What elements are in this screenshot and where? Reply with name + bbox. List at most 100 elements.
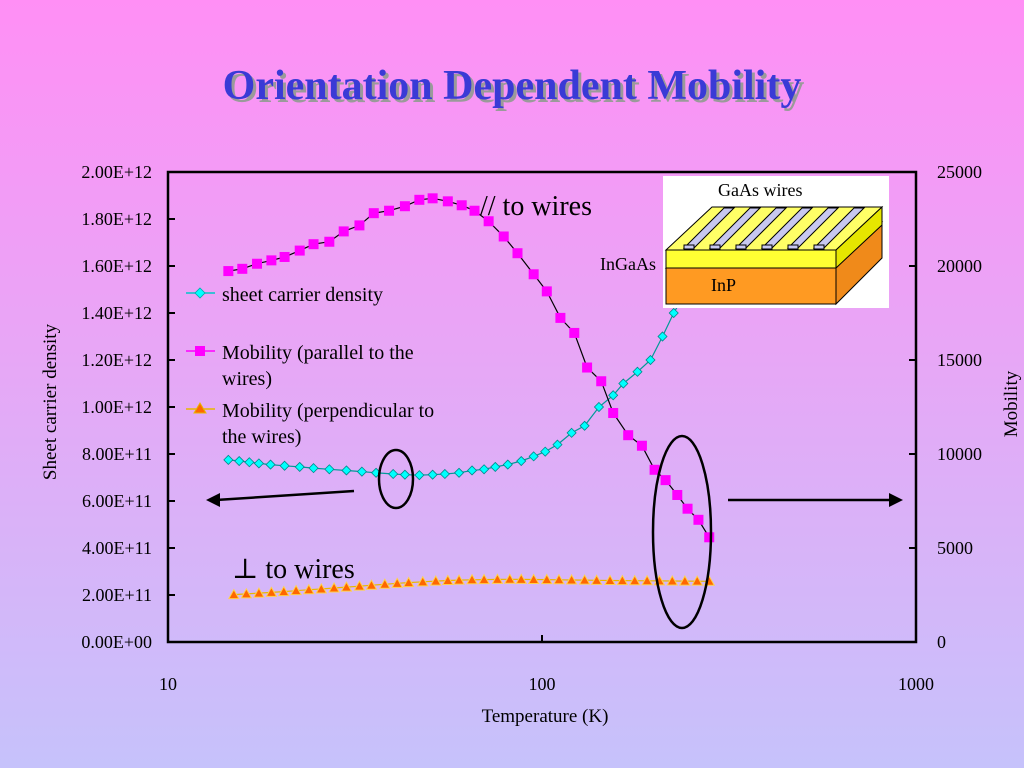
inset-label-ingaas: InGaAs (600, 254, 656, 274)
data-point (265, 459, 276, 470)
data-point (672, 489, 683, 500)
series-2 (228, 573, 716, 600)
series-1 (223, 193, 715, 543)
left-tick-label: 6.00E+11 (82, 491, 152, 511)
left-tick-label: 1.20E+12 (81, 350, 152, 370)
data-point (414, 470, 425, 481)
data-point (466, 573, 478, 585)
data-point (416, 575, 429, 587)
data-point (252, 258, 263, 269)
left-tick-label: 1.80E+12 (81, 209, 152, 229)
data-point (478, 573, 490, 585)
data-point (608, 390, 619, 401)
data-point (503, 573, 516, 584)
legend-entry-carrier-density: sheet carrier density (186, 284, 383, 306)
data-point (691, 575, 704, 586)
data-point (679, 575, 691, 586)
inset-label-inp: InP (711, 275, 736, 295)
data-point (649, 464, 660, 475)
data-point (569, 327, 580, 338)
data-point (645, 354, 656, 366)
data-point (365, 579, 378, 590)
data-point (402, 576, 415, 588)
left-tick-label: 1.40E+12 (81, 303, 152, 323)
data-point (596, 376, 607, 387)
data-point (453, 467, 465, 478)
left-tick-label: 2.00E+11 (82, 585, 152, 605)
right-tick-label: 25000 (937, 162, 982, 182)
left-axis-ticks: 0.00E+00 2.00E+11 4.00E+11 6.00E+11 8.00E+11… (81, 162, 175, 652)
data-point (579, 420, 590, 431)
data-point (541, 286, 552, 297)
data-point (608, 408, 619, 419)
data-point (593, 401, 605, 413)
data-point (616, 574, 629, 586)
right-axis-label: Mobility (1001, 370, 1022, 437)
data-point (354, 220, 365, 231)
right-axis-ticks: 0 5000 10000 15000 20000 25000 (909, 162, 982, 652)
data-point (277, 585, 290, 597)
data-point (704, 532, 715, 543)
data-point (515, 573, 528, 584)
data-point (453, 574, 465, 585)
x-axis-label: Temperature (K) (482, 706, 609, 727)
legend-label-carrier-density: sheet carrier density (222, 284, 383, 306)
data-point (315, 582, 328, 594)
data-point (429, 575, 442, 586)
annotation-parallel: // to wires (480, 191, 592, 222)
inset-diagram: GaAs wires InGaAs InP (600, 176, 889, 308)
data-point (566, 427, 577, 438)
data-point (234, 455, 245, 467)
left-axis-label: Sheet carrier density (40, 323, 61, 480)
inset-label-gaas-wires: GaAs wires (718, 180, 802, 200)
x-tick-label: 10 (159, 674, 177, 694)
data-point (340, 581, 353, 592)
data-point (516, 455, 527, 467)
legend-label-mobility-parallel: Mobility (parallel to the wires) (222, 342, 419, 390)
data-point (237, 263, 248, 274)
data-point (604, 574, 616, 586)
data-point (578, 574, 591, 585)
data-point (666, 574, 679, 586)
slide-title: Orientation Dependent Mobility (222, 63, 802, 109)
data-point (540, 446, 551, 457)
left-tick-label: 1.60E+12 (81, 256, 152, 276)
data-point (540, 573, 553, 585)
data-point (328, 582, 340, 593)
data-point (240, 587, 253, 599)
data-point (384, 205, 395, 216)
data-point (490, 461, 501, 472)
data-point (244, 457, 255, 468)
data-point (391, 577, 404, 588)
data-point (294, 461, 305, 472)
left-tick-label: 8.00E+11 (82, 444, 152, 464)
data-point (527, 573, 540, 584)
data-point (324, 236, 335, 247)
data-point (565, 573, 578, 585)
data-point (483, 216, 494, 227)
data-point (618, 378, 629, 389)
data-point (466, 465, 478, 476)
data-point (265, 586, 278, 597)
data-point (498, 231, 509, 242)
data-point (388, 468, 399, 480)
data-point (223, 454, 234, 465)
data-point (279, 460, 290, 471)
left-tick-label: 0.00E+00 (81, 632, 152, 652)
right-tick-label: 15000 (937, 350, 982, 370)
data-point (590, 574, 603, 585)
data-point (491, 573, 504, 584)
data-point (555, 312, 566, 323)
legend-entry-mobility-perpendicular: Mobility (perpendicular to the wires) (186, 400, 434, 448)
right-tick-label: 10000 (937, 444, 982, 464)
data-point (502, 459, 513, 470)
data-point (253, 587, 265, 598)
data-point (693, 514, 704, 525)
arrow-right (728, 493, 903, 507)
data-point (378, 578, 391, 589)
data-point (479, 464, 490, 475)
annotation-ellipse-right (651, 434, 713, 630)
data-point (223, 266, 234, 277)
data-point (657, 331, 668, 342)
